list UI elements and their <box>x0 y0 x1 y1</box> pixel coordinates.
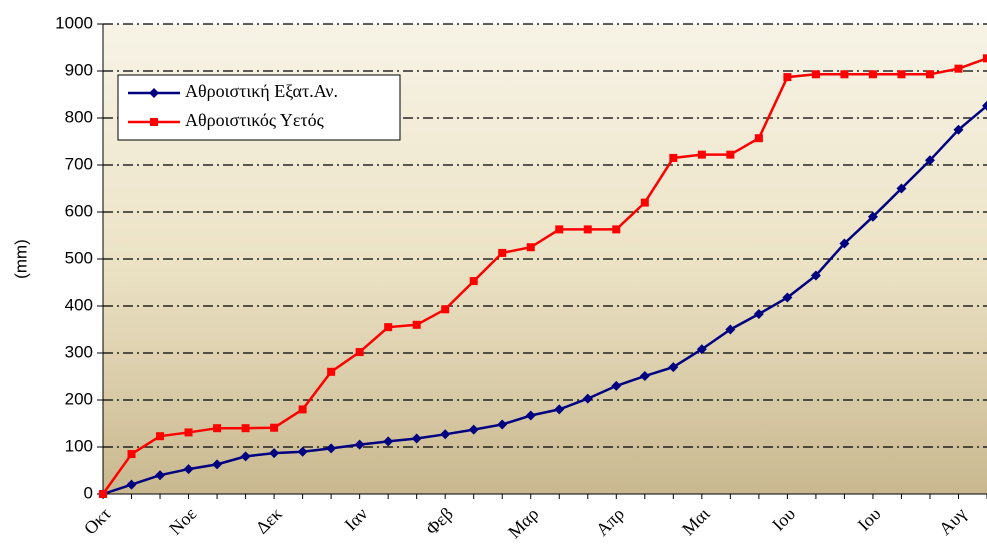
data-point <box>669 153 678 162</box>
data-point <box>640 198 649 207</box>
data-point <box>639 371 650 382</box>
data-point <box>953 124 964 135</box>
x-tick-label: Απρ <box>592 504 628 540</box>
data-point <box>753 308 764 319</box>
data-point <box>839 238 850 249</box>
series-line <box>101 57 987 495</box>
data-point <box>127 450 136 459</box>
y-tick-label: 100 <box>65 436 93 455</box>
data-point <box>697 150 706 159</box>
y-tick-label: 200 <box>65 389 93 408</box>
data-point <box>668 362 679 373</box>
y-tick-label: 300 <box>65 342 93 361</box>
y-tick-label: 600 <box>65 201 93 220</box>
data-point <box>726 150 735 159</box>
data-point <box>269 448 280 459</box>
data-point <box>754 134 763 143</box>
data-point <box>468 424 479 435</box>
x-tick-label: Αυγ <box>935 504 970 539</box>
x-tick-label: Οκτ <box>80 504 115 539</box>
data-point <box>440 429 451 440</box>
data-point <box>469 277 478 286</box>
data-point <box>867 211 878 222</box>
y-tick-label: 0 <box>84 483 93 502</box>
legend-marker <box>150 118 158 126</box>
data-point <box>896 183 907 194</box>
data-point <box>525 410 536 421</box>
data-point <box>583 225 592 234</box>
y-tick-label: 500 <box>65 248 93 267</box>
data-point <box>240 451 251 462</box>
x-tick-label: Ιου <box>854 504 885 535</box>
data-point <box>783 73 792 82</box>
y-tick-label: 400 <box>65 295 93 314</box>
series-line <box>102 104 987 496</box>
x-tick-label: Νοε <box>165 503 200 538</box>
y-tick-label: 700 <box>65 154 93 173</box>
data-point <box>811 70 820 79</box>
data-point <box>868 70 877 79</box>
data-point <box>925 70 934 79</box>
data-point <box>183 464 194 475</box>
x-tick-label: Δεκ <box>252 504 286 538</box>
data-point <box>155 470 166 481</box>
data-point <box>983 54 987 63</box>
legend-box <box>117 74 401 141</box>
data-point <box>696 344 707 355</box>
data-point <box>497 419 508 430</box>
data-point <box>725 324 736 335</box>
legend-marker <box>149 88 159 98</box>
data-point <box>982 100 987 111</box>
x-tick-label: Μαι <box>678 503 714 539</box>
data-point <box>213 424 222 433</box>
data-point <box>298 405 307 414</box>
data-point <box>441 305 450 314</box>
data-point <box>383 436 394 447</box>
data-point <box>184 428 193 437</box>
data-point <box>554 404 565 415</box>
data-point <box>270 423 279 432</box>
x-tick-label: Μαρ <box>504 504 542 542</box>
x-tick-label: Ιου <box>768 504 799 535</box>
data-point <box>411 433 422 444</box>
data-point <box>555 225 564 234</box>
data-point <box>212 459 223 470</box>
x-tick-label: Φεβ <box>422 504 457 539</box>
y-tick-label: 1000 <box>55 13 93 32</box>
data-point <box>954 64 963 73</box>
legend-label: Αθροιστική Εξατ.Αν. <box>185 81 338 101</box>
data-point <box>810 270 821 281</box>
data-point <box>297 446 308 457</box>
data-point <box>327 367 336 376</box>
data-point <box>582 393 593 404</box>
data-point <box>355 348 364 357</box>
data-point <box>924 155 935 166</box>
data-point <box>99 490 107 498</box>
data-point <box>354 439 365 450</box>
data-point <box>326 443 337 454</box>
data-point <box>241 424 250 433</box>
data-point <box>498 248 507 257</box>
data-point <box>782 292 793 303</box>
data-point <box>126 479 137 490</box>
data-point <box>612 225 621 234</box>
legend-label: Αθροιστικός Υετός <box>185 110 324 130</box>
data-point <box>384 323 393 332</box>
data-point <box>156 432 165 441</box>
data-point <box>611 380 622 391</box>
data-point <box>526 243 535 252</box>
data-point <box>897 70 906 79</box>
x-tick-label: Ιαν <box>341 504 372 535</box>
y-axis-label: (mm) <box>11 239 30 279</box>
y-tick-label: 800 <box>65 107 93 126</box>
data-point <box>840 70 849 79</box>
y-tick-label: 900 <box>65 60 93 79</box>
data-point <box>412 320 421 329</box>
